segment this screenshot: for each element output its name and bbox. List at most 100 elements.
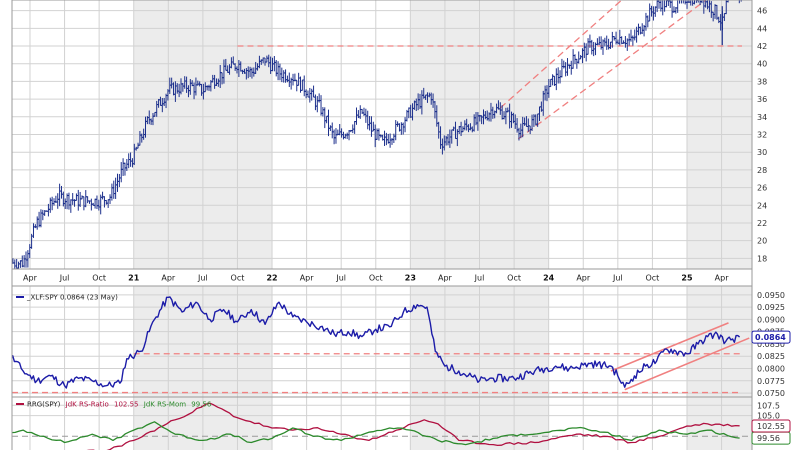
price-bar [562, 60, 566, 69]
price-bar [390, 137, 394, 145]
price-bar [121, 158, 125, 176]
price-tick-label: 36 [757, 95, 767, 104]
price-bar [605, 35, 609, 50]
price-bar [13, 259, 17, 269]
price-bar [22, 255, 26, 268]
price-bar [661, 0, 664, 16]
price-bar [726, 0, 729, 3]
date-tick-label: Jul [197, 274, 208, 283]
price-bar [738, 0, 740, 4]
price-bar [564, 62, 568, 77]
price-bar [291, 73, 295, 86]
date-axis-labels: Apr Jul Oct 21 Apr Jul Oct 22 Apr Jul Oct 23 Apr Jul O… [23, 274, 729, 283]
price-bar [549, 78, 553, 88]
price-tick-label: 22 [757, 219, 767, 228]
date-tick-label: Apr [300, 274, 315, 283]
price-bar [648, 3, 652, 22]
price-bar [304, 89, 308, 99]
price-bar [341, 131, 346, 140]
date-tick-label: Oct [507, 274, 521, 283]
price-tick-label: 42 [757, 42, 767, 51]
price-bar [366, 110, 370, 130]
price-bar [297, 72, 301, 86]
price-bar [328, 125, 332, 132]
price-bar [317, 93, 321, 103]
price-bar [403, 117, 407, 133]
date-tick-label: 24 [543, 274, 555, 283]
price-bar [682, 0, 684, 4]
rrg-title-ratio-label: JdK RS-Ratio [65, 401, 109, 409]
date-tick-label: Jul [335, 274, 346, 283]
trend-channel-line [517, 0, 708, 140]
price-bar [106, 199, 110, 208]
price-bar [610, 31, 614, 48]
price-tick-label: 28 [757, 166, 767, 175]
price-bar [104, 199, 108, 205]
price-bar [67, 192, 71, 210]
price-bar [108, 194, 112, 204]
price-tick-label: 32 [757, 131, 767, 140]
price-bar [554, 68, 558, 91]
price-bar [315, 96, 319, 113]
rs-tick-label: 0.0925 [757, 303, 785, 312]
price-bar [332, 129, 336, 145]
price-bar [33, 224, 37, 229]
price-bar [339, 128, 344, 138]
rs-last-value-box [751, 330, 791, 344]
price-bar [31, 223, 36, 238]
price-bar [369, 116, 374, 137]
date-tick-label: Apr [23, 274, 38, 283]
price-bar [280, 67, 284, 83]
price-bar [302, 75, 306, 97]
price-bar [100, 191, 105, 200]
price-bar [110, 183, 114, 201]
price-bar [28, 244, 32, 259]
price-bar [102, 196, 107, 208]
price-bar [676, 0, 679, 13]
price-bar [313, 94, 318, 111]
price-bar [659, 0, 663, 12]
price-tick-label: 46 [757, 7, 767, 16]
price-bar [601, 39, 605, 55]
rrg-tick-label: 107.5 [757, 401, 780, 410]
price-bar [123, 162, 127, 176]
price-bar [282, 70, 286, 83]
price-tick-label: 44 [757, 24, 767, 33]
date-tick-label: Oct [369, 274, 383, 283]
price-bar [84, 190, 88, 208]
price-gridlines [12, 0, 752, 269]
rrg-legend: RRG(SPY) JdK RS-Ratio 102.55 JdK RS-Mom … [16, 401, 212, 409]
price-bar [680, 0, 682, 4]
price-bar [326, 109, 331, 137]
price-bar [114, 177, 118, 199]
price-bar [565, 58, 570, 76]
rs-tick-label: 0.0950 [757, 291, 785, 300]
date-tick-label: Apr [715, 274, 730, 283]
rs-title: _XLF:SPY 0.0864 (23 May) [26, 294, 118, 302]
rrg-title-mom-label: JdK RS-Mom [143, 401, 186, 409]
date-tick-label: Oct [231, 274, 245, 283]
price-bar [283, 69, 288, 83]
price-bar [560, 58, 564, 78]
price-tick-label: 38 [757, 77, 767, 86]
price-bars [12, 0, 742, 269]
price-bar [308, 87, 312, 103]
price-bar [86, 196, 90, 204]
price-tick-label: 20 [757, 237, 767, 246]
price-bar [353, 120, 357, 134]
price-bar [636, 23, 641, 36]
price-bar [670, 0, 674, 18]
price-bar [76, 189, 80, 211]
price-bar [18, 260, 23, 268]
price-bar [41, 209, 45, 221]
rrg-title: RRG(SPY) JdK RS-Ratio 102.55 JdK RS-Mom … [27, 401, 212, 409]
rs-axis-labels: 0.07500.07750.08000.08250.08500.08750.09… [751, 291, 791, 398]
rs-tick-label: 0.0775 [757, 377, 785, 386]
price-bar [274, 59, 278, 77]
price-bar [382, 130, 387, 146]
price-bar [657, 0, 661, 9]
price-bar [311, 85, 316, 98]
price-bar [388, 133, 392, 148]
price-bar [125, 159, 129, 171]
